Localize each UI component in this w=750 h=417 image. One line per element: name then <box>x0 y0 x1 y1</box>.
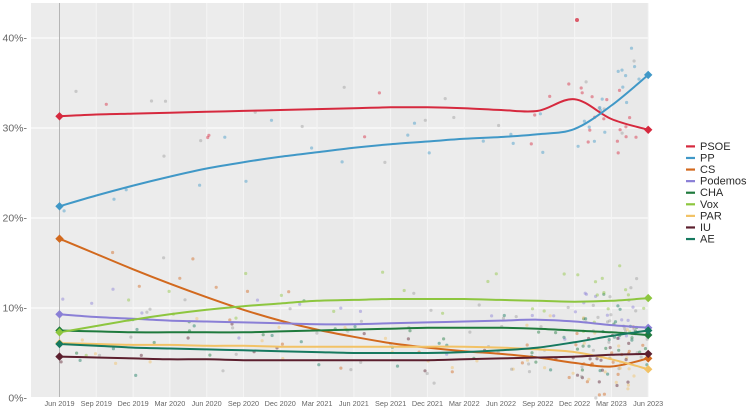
svg-text:40%-: 40%- <box>2 33 27 45</box>
svg-text:Dec 2019: Dec 2019 <box>117 399 148 408</box>
svg-text:AE: AE <box>700 234 715 246</box>
svg-text:Mar 2021: Mar 2021 <box>302 399 333 408</box>
svg-text:CHA: CHA <box>700 187 724 199</box>
svg-text:Mar 2020: Mar 2020 <box>154 399 185 408</box>
svg-text:Vox: Vox <box>700 199 719 211</box>
svg-text:Jun 2020: Jun 2020 <box>192 399 222 408</box>
svg-text:Jun 2023: Jun 2023 <box>633 399 663 408</box>
svg-text:Sep 2021: Sep 2021 <box>375 399 406 408</box>
svg-text:CS: CS <box>700 164 715 176</box>
svg-text:0%-: 0%- <box>8 393 27 405</box>
svg-text:PP: PP <box>700 152 715 164</box>
svg-text:IU: IU <box>700 222 711 234</box>
svg-text:30%-: 30%- <box>2 123 27 135</box>
svg-text:Mar 2022: Mar 2022 <box>449 399 480 408</box>
svg-text:Sep 2019: Sep 2019 <box>81 399 112 408</box>
svg-text:Podemos: Podemos <box>700 176 747 188</box>
svg-text:Mar 2023: Mar 2023 <box>596 399 627 408</box>
svg-text:Jun 2021: Jun 2021 <box>339 399 369 408</box>
svg-text:20%-: 20%- <box>2 213 27 225</box>
svg-text:10%-: 10%- <box>2 303 27 315</box>
svg-text:Jun 2022: Jun 2022 <box>486 399 516 408</box>
svg-text:PAR: PAR <box>700 210 722 222</box>
svg-text:Dec 2022: Dec 2022 <box>559 399 590 408</box>
svg-text:Dec 2021: Dec 2021 <box>412 399 443 408</box>
svg-text:Sep 2020: Sep 2020 <box>228 399 259 408</box>
svg-text:Jun 2019: Jun 2019 <box>44 399 74 408</box>
svg-text:Sep 2022: Sep 2022 <box>522 399 553 408</box>
svg-text:Dec 2020: Dec 2020 <box>265 399 296 408</box>
svg-text:PSOE: PSOE <box>700 141 731 153</box>
